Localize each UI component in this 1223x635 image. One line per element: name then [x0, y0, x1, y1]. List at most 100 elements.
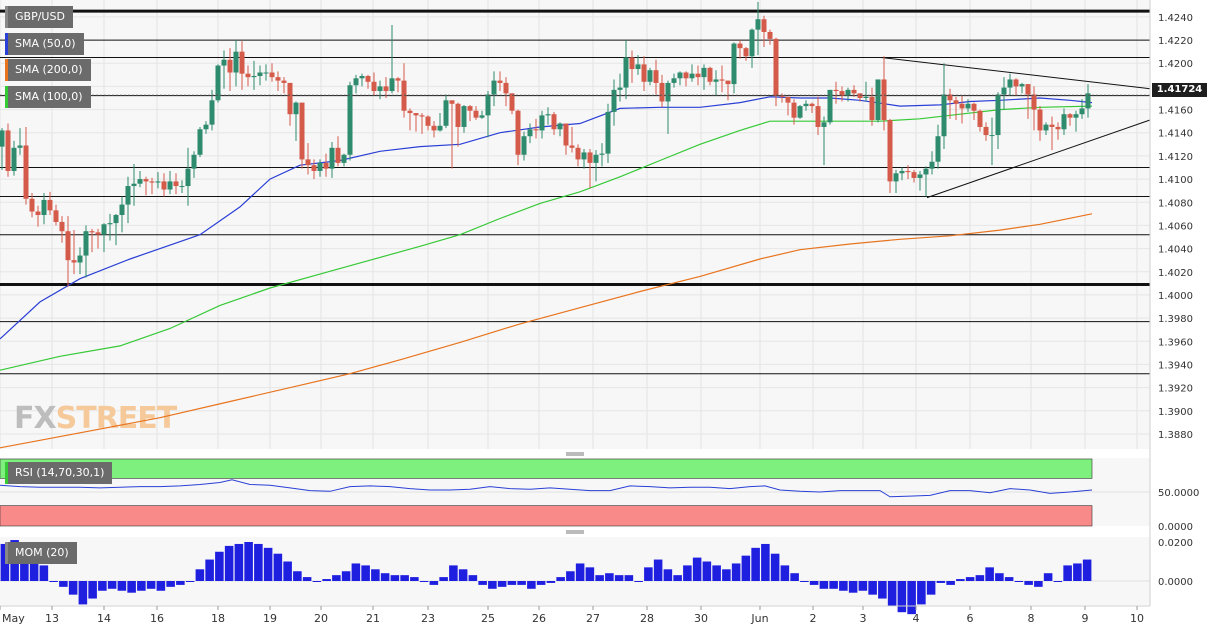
- candle-bear: [809, 103, 815, 107]
- momentum-bar: [848, 581, 858, 593]
- candle-bear: [947, 94, 953, 101]
- x-tick-label: 4: [913, 612, 920, 625]
- candle-bull: [677, 72, 683, 79]
- candle-bull: [863, 96, 869, 98]
- candle-bear: [95, 232, 101, 235]
- momentum-bar: [683, 565, 692, 581]
- momentum-bar: [985, 567, 994, 581]
- momentum-bar: [254, 543, 263, 581]
- candle-bull: [185, 168, 191, 187]
- momentum-bar: [361, 565, 370, 581]
- candle-bear: [503, 82, 509, 94]
- momentum-bar: [995, 573, 1004, 581]
- x-tick-label: 6: [967, 612, 974, 625]
- candle-bear: [1031, 94, 1037, 110]
- candle-bull: [167, 181, 173, 190]
- candle-bull: [821, 122, 827, 127]
- x-tick-label: 26: [532, 612, 546, 625]
- candle-bull: [101, 224, 107, 235]
- momentum-bar: [566, 571, 575, 581]
- momentum-bar: [858, 581, 868, 591]
- y-tick-label: 1.4040: [1158, 245, 1193, 256]
- y-tick-label: 1.3980: [1158, 314, 1193, 325]
- y-tick-label: 1.4220: [1158, 36, 1193, 47]
- candle-bear: [173, 181, 179, 187]
- momentum-bar: [400, 575, 409, 581]
- symbol-text: GBP/USD: [15, 10, 65, 23]
- x-tick-label: 27: [586, 612, 600, 625]
- candle-bear: [275, 77, 281, 81]
- mom-label[interactable]: MOM (20): [5, 542, 77, 564]
- candle-bear: [53, 210, 59, 222]
- candle-bull: [521, 136, 527, 155]
- momentum-bar: [819, 581, 829, 589]
- candle-bull: [929, 161, 935, 169]
- momentum-bar: [380, 573, 390, 581]
- candle-bear: [869, 96, 875, 121]
- momentum-bar: [595, 575, 604, 581]
- candle-bull: [797, 106, 803, 118]
- candle-bear: [395, 78, 401, 81]
- candle-bull: [17, 145, 23, 148]
- symbol-label[interactable]: GBP/USD: [5, 6, 73, 28]
- momentum-bar: [351, 563, 361, 581]
- candle-bear: [239, 51, 245, 74]
- momentum-bar: [702, 561, 712, 581]
- candle-bear: [1049, 124, 1055, 127]
- x-tick-label: 8: [1028, 612, 1035, 625]
- candle-bull: [1043, 124, 1049, 131]
- candle-bear: [569, 145, 575, 148]
- candle-bull: [545, 114, 551, 116]
- candle-bull: [443, 100, 449, 126]
- momentum-bar: [78, 581, 88, 605]
- momentum-bar: [195, 569, 205, 581]
- candle-bear: [575, 147, 581, 160]
- candle-bull: [623, 57, 629, 88]
- x-tick-label: 2: [810, 612, 817, 625]
- candle-bear: [641, 64, 647, 82]
- rsi-label[interactable]: RSI (14,70,30,1): [5, 462, 113, 484]
- momentum-bar: [605, 573, 614, 581]
- momentum-bar: [458, 569, 468, 581]
- candle-bull: [689, 73, 695, 79]
- momentum-bar: [273, 553, 283, 581]
- candle-bull: [1019, 84, 1025, 87]
- candle-bull: [1079, 108, 1085, 115]
- candle-bull: [1073, 114, 1079, 118]
- candle-bull: [263, 72, 269, 74]
- candle-bull: [827, 89, 833, 123]
- momentum-bar: [956, 579, 965, 581]
- rsi-line: [0, 479, 1093, 498]
- triangle-lower-line: [926, 119, 1151, 199]
- momentum-bar: [878, 581, 887, 599]
- sma100-label[interactable]: SMA (100,0): [5, 86, 91, 108]
- momentum-bar: [332, 575, 341, 581]
- momentum-bar: [741, 555, 751, 581]
- sma200-label[interactable]: SMA (200,0): [5, 59, 91, 81]
- candle-bull: [635, 64, 641, 70]
- candle-bull: [377, 86, 383, 92]
- momentum-bar: [975, 575, 985, 581]
- momentum-bar: [449, 565, 458, 581]
- sma50-text: SMA (50,0): [15, 37, 76, 50]
- momentum-bar: [1063, 565, 1072, 581]
- candle-bull: [1061, 114, 1067, 130]
- candle-bear: [497, 80, 503, 83]
- y-tick-label: 1.4240: [1158, 13, 1193, 24]
- candle-bear: [35, 211, 41, 215]
- candle-bear: [743, 48, 749, 57]
- candle-bear: [983, 126, 989, 136]
- watermark-fx: FX: [14, 401, 56, 436]
- candle-bear: [1067, 114, 1073, 118]
- momentum-bar: [137, 581, 146, 591]
- momentum-bar: [800, 581, 809, 582]
- candle-bear: [5, 130, 11, 171]
- sma50-label[interactable]: SMA (50,0): [5, 33, 84, 55]
- candle-bull: [203, 124, 209, 130]
- candle-bull: [485, 94, 491, 116]
- momentum-bar: [917, 581, 926, 605]
- candle-bear: [59, 221, 65, 232]
- momentum-bar: [429, 581, 439, 585]
- candle-bull: [917, 174, 923, 178]
